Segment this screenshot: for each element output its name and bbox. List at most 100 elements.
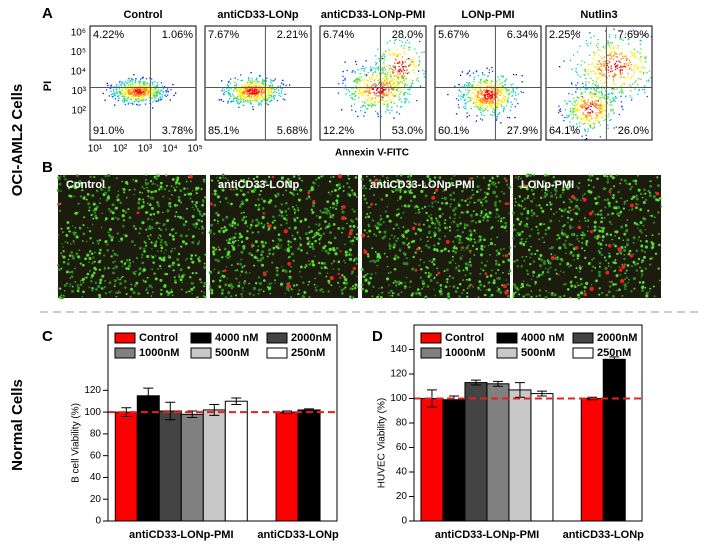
event-dot [240, 96, 242, 99]
event-dot [373, 104, 375, 106]
cell-dot [148, 226, 152, 231]
cell-dot [165, 184, 168, 187]
event-dot [588, 115, 590, 117]
event-dot [393, 54, 395, 57]
event-dot [393, 42, 396, 44]
cell-dot [337, 226, 341, 230]
cell-dot [322, 290, 325, 294]
event-dot [129, 80, 132, 83]
event-dot [476, 115, 478, 117]
event-dot [634, 69, 636, 71]
cell-dot [309, 197, 311, 200]
event-dot [242, 100, 245, 103]
event-dot [261, 101, 263, 103]
cell-dot [486, 260, 488, 263]
cell-dot [172, 186, 175, 189]
cell-dot [335, 204, 338, 207]
cell-dot [241, 286, 244, 290]
cell-dot [77, 202, 80, 205]
cell-dot [92, 256, 95, 259]
cell-dot [390, 289, 393, 293]
cell-dot [471, 244, 475, 248]
cell-dot [156, 210, 160, 214]
event-dot [152, 82, 154, 84]
cell-dot [92, 217, 95, 220]
event-dot [405, 69, 407, 72]
cell-dot [285, 189, 287, 192]
cell-dot [122, 188, 126, 191]
event-dot [619, 72, 622, 75]
cell-dot [438, 176, 441, 179]
event-dot [486, 83, 488, 85]
cell-dot [162, 224, 165, 227]
cell-dot [191, 292, 193, 295]
event-dot [395, 81, 398, 83]
cell-dot [433, 277, 436, 280]
cell-dot [69, 271, 71, 274]
event-dot [113, 93, 115, 95]
event-dot [620, 90, 622, 93]
cell-dot [478, 280, 482, 283]
event-dot [145, 83, 147, 85]
cell-dot [203, 262, 206, 265]
event-dot [640, 67, 643, 69]
event-dot [264, 80, 266, 82]
cell-dot [472, 285, 475, 288]
cell-dot [240, 240, 244, 244]
event-dot [590, 95, 592, 97]
event-dot [502, 94, 504, 96]
cell-dot [229, 242, 232, 245]
event-dot [572, 54, 575, 56]
event-dot [120, 92, 122, 94]
cell-dot [464, 274, 467, 277]
cell-dot [380, 217, 383, 221]
cell-dot [304, 232, 308, 236]
event-dot [611, 92, 614, 94]
event-dot [236, 97, 238, 99]
cell-dot [285, 218, 288, 222]
cell-dot [298, 289, 301, 292]
event-dot [344, 84, 347, 87]
event-dot [362, 105, 364, 107]
cell-dot [371, 247, 374, 250]
dead-cell-dot [349, 229, 353, 233]
cell-dot [319, 288, 323, 292]
event-dot [614, 51, 616, 53]
cell-dot [251, 221, 254, 224]
event-dot [627, 64, 630, 67]
event-dot [458, 107, 460, 109]
event-dot [408, 42, 411, 44]
event-dot [371, 88, 373, 90]
event-dot [482, 73, 484, 76]
cell-dot [279, 223, 283, 227]
event-dot [137, 98, 140, 100]
cell-dot [251, 231, 254, 234]
event-dot [257, 92, 259, 94]
event-dot [575, 110, 577, 112]
cell-dot [382, 183, 385, 187]
cell-dot [307, 240, 311, 244]
event-dot [500, 91, 502, 94]
cell-dot [277, 195, 280, 197]
event-dot [397, 62, 399, 64]
event-dot [590, 36, 592, 39]
cell-dot [478, 235, 481, 238]
event-dot [277, 89, 280, 91]
cell-dot [436, 281, 439, 284]
cell-dot [254, 281, 258, 285]
event-dot [488, 96, 490, 98]
cell-dot [190, 287, 194, 291]
cell-dot [143, 280, 146, 283]
event-dot [381, 83, 383, 86]
cell-dot [297, 207, 299, 209]
event-dot [391, 89, 393, 91]
event-dot [573, 100, 575, 102]
event-dot [424, 71, 426, 73]
cell-dot [257, 208, 261, 211]
cell-dot [68, 230, 70, 233]
event-dot [388, 96, 390, 98]
event-dot [241, 93, 244, 95]
cell-dot [255, 175, 259, 179]
event-dot [261, 80, 263, 82]
event-dot [585, 69, 587, 71]
